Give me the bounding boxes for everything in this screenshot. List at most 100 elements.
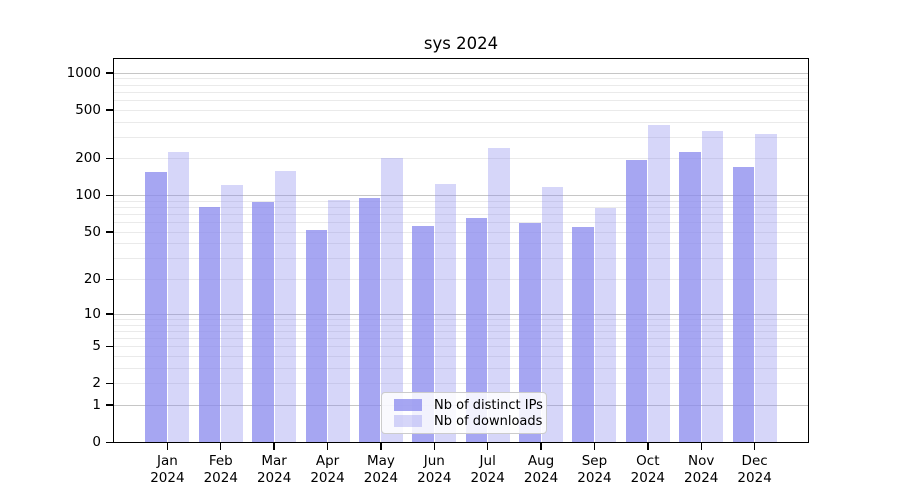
x-tick-label-aug: Aug 2024: [496, 453, 586, 487]
plot-area: Nb of distinct IPs Nb of downloads 0 1 2 5 1…: [67, 58, 809, 486]
x-tick-label-oct: Oct 2024: [603, 453, 693, 487]
x-tick-mark-apr: [326, 442, 329, 450]
x-tick-label-month: Jun: [423, 453, 445, 469]
legend: Nb of distinct IPs Nb of downloads: [381, 392, 547, 434]
x-tick-label-feb: Feb 2024: [176, 453, 266, 487]
x-tick-label-month: Dec: [741, 453, 768, 469]
x-tick-label-month: Mar: [261, 453, 287, 469]
bar-ips-sep: [572, 226, 594, 442]
x-tick-mark-nov: [700, 442, 702, 450]
bar-ips-apr: [305, 229, 328, 442]
x-tick-label-month: Sep: [581, 453, 608, 469]
bar-downloads-apr: [328, 199, 350, 442]
gridline-minor: [114, 207, 808, 209]
bar-downloads-sep: [594, 208, 617, 442]
gridline-minor: [114, 200, 808, 202]
gridline-minor: [114, 214, 808, 216]
gridline-minor: [114, 78, 808, 80]
plot-canvas: Nb of distinct IPs Nb of downloads 0 1 2 5 1…: [67, 59, 808, 486]
y-tick-label-50: 50: [83, 223, 101, 240]
bar-ips-may: [358, 197, 381, 442]
x-tick-label-year: 2024: [470, 470, 505, 486]
x-tick-label-nov: Nov 2024: [656, 453, 746, 487]
y-tick-mark-2: [106, 382, 114, 385]
bar-ips-jan: [145, 172, 167, 442]
y-tick-label-100: 100: [75, 187, 101, 204]
x-tick-label-year: 2024: [577, 470, 612, 486]
bar-ips-jul: [465, 218, 488, 442]
gridline-minor: [114, 258, 808, 260]
legend-label-distinct-ips: Nb of distinct IPs: [434, 397, 543, 413]
x-tick-mark-aug: [540, 442, 542, 450]
x-tick-mark-jul: [486, 442, 489, 450]
bar-downloads-dec: [755, 134, 777, 442]
bar-ips-dec: [732, 167, 755, 442]
x-tick-label-year: 2024: [737, 470, 772, 486]
y-tick-mark-200: [106, 157, 114, 160]
y-tick-mark-1: [106, 404, 114, 406]
gridline-minor: [114, 91, 808, 93]
x-tick-mark-jan: [166, 442, 169, 450]
x-tick-label-year: 2024: [523, 470, 559, 486]
x-tick-label-mar: Mar 2024: [229, 453, 319, 487]
bar-downloads-jun: [434, 184, 457, 442]
gridline-minor: [114, 324, 808, 326]
gridline-2: [114, 383, 808, 385]
gridline-minor: [114, 337, 808, 339]
x-tick-mark-feb: [220, 442, 222, 450]
bar-ips-jun: [412, 225, 434, 442]
y-tick-label-10: 10: [83, 305, 101, 322]
y-tick-mark-20: [106, 278, 114, 281]
y-tick-label-5: 5: [92, 338, 101, 355]
y-tick-mark-500: [106, 109, 114, 111]
y-tick-mark-0: [106, 441, 114, 443]
chart-title: sys 2024: [423, 34, 499, 53]
x-tick-label-year: 2024: [630, 470, 666, 486]
y-tick-mark-10: [106, 313, 114, 315]
bar-downloads-mar: [274, 171, 297, 442]
bar-downloads-jul: [488, 147, 510, 442]
y-tick-mark-1000: [106, 72, 114, 74]
gridline-minor: [114, 222, 808, 224]
gridline-10: [114, 313, 808, 315]
legend-swatch-downloads-icon: [394, 415, 422, 427]
bar-ips-aug: [519, 223, 541, 442]
gridline-minor: [114, 367, 808, 369]
gridline-1000: [114, 72, 808, 74]
gridline-200: [114, 158, 808, 160]
x-tick-mark-sep: [593, 442, 596, 450]
bar-downloads-jan: [167, 151, 190, 442]
x-tick-label-year: 2024: [203, 470, 238, 486]
y-tick-label-500: 500: [75, 101, 101, 118]
bar-ips-mar: [252, 202, 274, 442]
legend-swatch-distinct-ips-icon: [394, 399, 422, 411]
y-tick-label-0: 0: [92, 434, 101, 450]
x-tick-label-month: Aug: [527, 453, 555, 469]
x-tick-label-year: 2024: [150, 470, 185, 486]
bar-ips-oct: [625, 160, 648, 442]
legend-entry-downloads: Nb of downloads: [394, 413, 542, 429]
x-tick-mark-oct: [647, 442, 649, 450]
x-tick-label-month: Jan: [156, 453, 178, 469]
x-tick-label-month: Feb: [208, 453, 233, 469]
x-tick-label-month: Oct: [636, 453, 660, 469]
x-tick-label-month: Jul: [479, 453, 496, 469]
x-tick-label-jan: Jan 2024: [122, 453, 212, 487]
bar-downloads-nov: [701, 131, 724, 442]
gridline-minor: [114, 330, 808, 332]
gridline-100: [114, 195, 808, 197]
gridline-5: [114, 346, 808, 348]
x-tick-mark-dec: [753, 442, 756, 450]
bar-ips-nov: [679, 151, 701, 442]
y-tick-label-1000: 1000: [66, 64, 101, 81]
x-tick-label-apr: Apr 2024: [283, 453, 373, 487]
gridline-minor: [114, 355, 808, 357]
x-tick-label-month: Apr: [315, 453, 340, 469]
x-tick-mark-jun: [433, 442, 435, 450]
y-tick-label-200: 200: [75, 150, 101, 167]
legend-label-downloads: Nb of downloads: [434, 413, 543, 429]
y-tick-mark-100: [106, 194, 114, 197]
y-tick-mark-50: [106, 231, 114, 233]
x-tick-label-year: 2024: [684, 470, 719, 486]
